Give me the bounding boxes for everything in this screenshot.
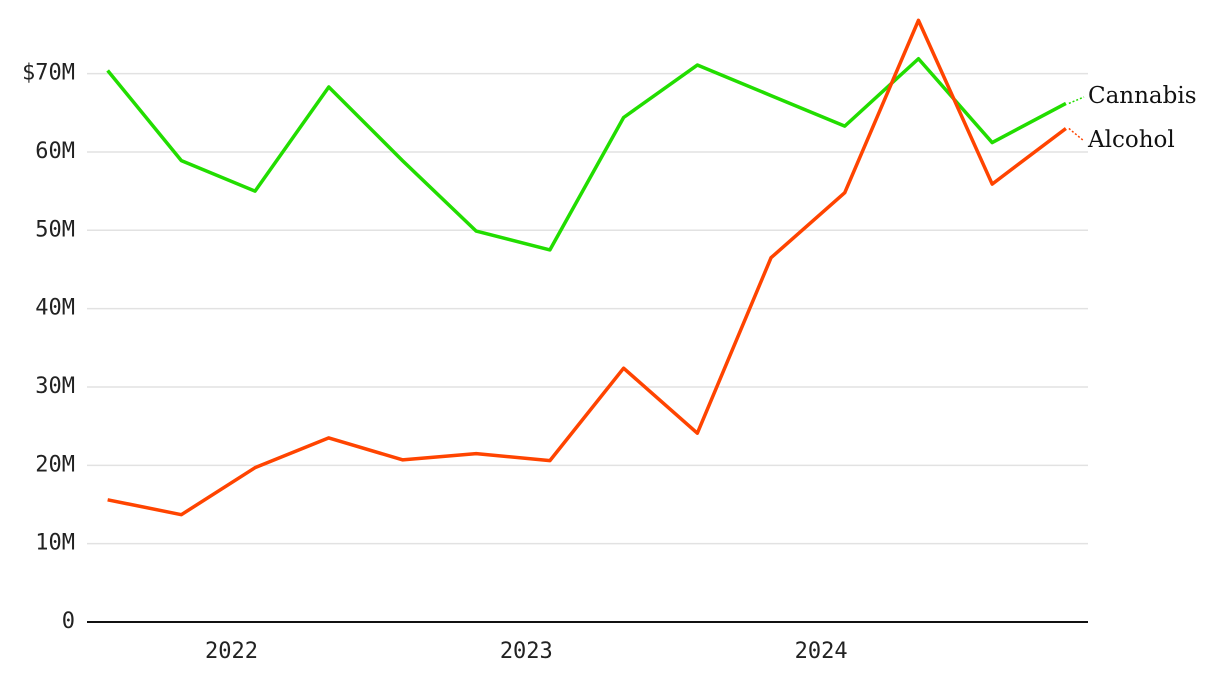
- y-tick-label: 10M: [35, 531, 75, 556]
- legend-label: Alcohol: [1087, 127, 1175, 153]
- x-tick-label: 2022: [205, 639, 258, 664]
- y-tick-label: 40M: [35, 296, 75, 321]
- legend-connector: [1068, 127, 1085, 142]
- x-tick-label: 2023: [500, 639, 553, 664]
- series-line: [107, 18, 1067, 517]
- y-tick-label: 60M: [35, 139, 75, 164]
- y-tick-label: $70M: [22, 61, 75, 86]
- y-tick-label: 30M: [35, 374, 75, 399]
- y-tick-label: 50M: [35, 217, 75, 242]
- x-tick-label: 2024: [795, 639, 848, 664]
- legend-label: Cannabis: [1088, 83, 1197, 109]
- y-tick-label: 0: [62, 609, 75, 634]
- series-line: [106, 57, 1067, 252]
- y-tick-label: 20M: [35, 452, 75, 477]
- legend-connector: [1068, 96, 1085, 105]
